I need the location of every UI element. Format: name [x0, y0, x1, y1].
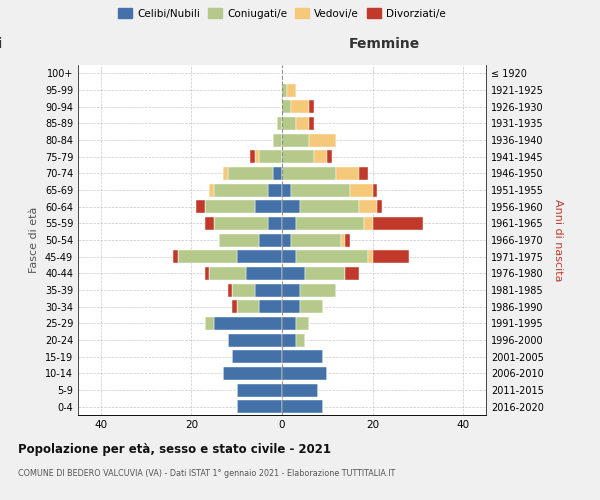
Bar: [236, 384, 282, 396]
Bar: [232, 350, 282, 363]
Bar: [246, 267, 282, 280]
Bar: [232, 284, 255, 296]
Bar: [282, 400, 323, 413]
Bar: [259, 150, 282, 163]
Bar: [282, 250, 296, 263]
Bar: [296, 217, 364, 230]
Bar: [236, 300, 259, 313]
Bar: [282, 350, 323, 363]
Bar: [205, 267, 209, 280]
Bar: [337, 167, 359, 180]
Bar: [282, 100, 291, 113]
Bar: [227, 167, 273, 180]
Bar: [255, 284, 282, 296]
Bar: [350, 184, 373, 196]
Bar: [282, 184, 291, 196]
Bar: [236, 250, 282, 263]
Bar: [287, 84, 296, 96]
Bar: [373, 250, 409, 263]
Text: Popolazione per età, sesso e stato civile - 2021: Popolazione per età, sesso e stato civil…: [18, 442, 331, 456]
Bar: [296, 334, 305, 346]
Bar: [296, 117, 309, 130]
Bar: [282, 317, 296, 330]
Bar: [314, 150, 328, 163]
Bar: [268, 217, 282, 230]
Bar: [214, 217, 268, 230]
Bar: [214, 317, 282, 330]
Text: Maschi: Maschi: [0, 37, 3, 51]
Bar: [309, 117, 314, 130]
Bar: [236, 400, 282, 413]
Bar: [250, 150, 255, 163]
Bar: [205, 200, 255, 213]
Text: COMUNE DI BEDERO VALCUVIA (VA) - Dati ISTAT 1° gennaio 2021 - Elaborazione TUTTI: COMUNE DI BEDERO VALCUVIA (VA) - Dati IS…: [18, 469, 395, 478]
Bar: [282, 84, 287, 96]
Bar: [227, 284, 232, 296]
Bar: [282, 217, 296, 230]
Bar: [223, 167, 227, 180]
Bar: [282, 284, 300, 296]
Bar: [282, 234, 291, 246]
Bar: [255, 150, 259, 163]
Bar: [205, 217, 214, 230]
Bar: [296, 250, 368, 263]
Bar: [291, 100, 309, 113]
Bar: [173, 250, 178, 263]
Bar: [282, 200, 300, 213]
Bar: [282, 134, 309, 146]
Bar: [346, 267, 359, 280]
Bar: [282, 167, 337, 180]
Bar: [300, 300, 323, 313]
Bar: [359, 200, 377, 213]
Bar: [300, 284, 337, 296]
Bar: [282, 150, 314, 163]
Bar: [273, 134, 282, 146]
Bar: [214, 184, 268, 196]
Bar: [373, 217, 422, 230]
Bar: [346, 234, 350, 246]
Bar: [259, 300, 282, 313]
Bar: [227, 334, 282, 346]
Bar: [223, 367, 282, 380]
Bar: [282, 267, 305, 280]
Y-axis label: Fasce di età: Fasce di età: [29, 207, 39, 273]
Bar: [209, 267, 246, 280]
Bar: [373, 184, 377, 196]
Bar: [305, 267, 346, 280]
Bar: [368, 250, 373, 263]
Bar: [277, 117, 282, 130]
Bar: [328, 150, 332, 163]
Y-axis label: Anni di nascita: Anni di nascita: [553, 198, 563, 281]
Legend: Celibi/Nubili, Coniugati/e, Vedovi/e, Divorziati/e: Celibi/Nubili, Coniugati/e, Vedovi/e, Di…: [115, 5, 449, 21]
Bar: [268, 184, 282, 196]
Bar: [282, 300, 300, 313]
Bar: [196, 200, 205, 213]
Bar: [309, 134, 337, 146]
Bar: [259, 234, 282, 246]
Bar: [377, 200, 382, 213]
Bar: [255, 200, 282, 213]
Bar: [232, 300, 236, 313]
Bar: [178, 250, 236, 263]
Bar: [291, 184, 350, 196]
Bar: [296, 317, 309, 330]
Bar: [273, 167, 282, 180]
Bar: [309, 100, 314, 113]
Bar: [209, 184, 214, 196]
Bar: [282, 367, 328, 380]
Bar: [364, 217, 373, 230]
Text: Femmine: Femmine: [349, 37, 419, 51]
Bar: [282, 384, 318, 396]
Bar: [359, 167, 368, 180]
Bar: [341, 234, 346, 246]
Bar: [282, 117, 296, 130]
Bar: [291, 234, 341, 246]
Bar: [282, 334, 296, 346]
Bar: [300, 200, 359, 213]
Bar: [205, 317, 214, 330]
Bar: [218, 234, 259, 246]
